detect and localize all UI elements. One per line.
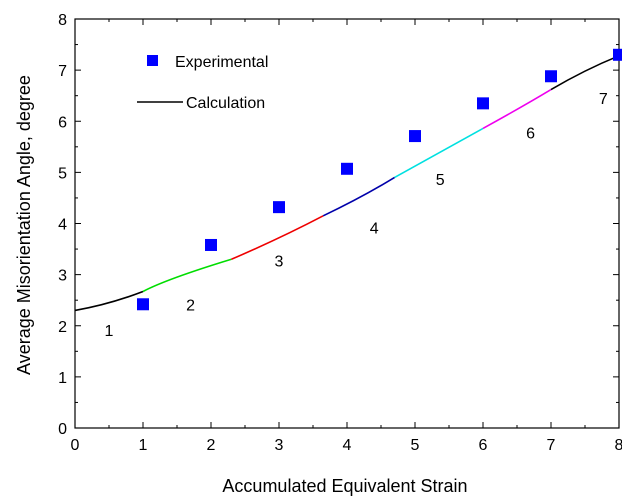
calculation-segment-4 xyxy=(322,176,396,217)
calculation-segment-6 xyxy=(482,88,552,130)
experimental-point xyxy=(613,48,622,61)
x-axis-title: Accumulated Equivalent Strain xyxy=(222,476,467,496)
segment-annotations: 1 2 3 4 5 6 7 xyxy=(105,91,608,340)
y-tick-label: 4 xyxy=(58,217,67,234)
legend-label-experimental: Experimental xyxy=(175,54,268,71)
y-tick-label: 3 xyxy=(58,268,67,285)
experimental-point xyxy=(137,298,149,311)
plot-frame xyxy=(74,18,620,429)
y-axis-title: Average Misorientation Angle, degree xyxy=(14,75,34,375)
y-tick-label: 5 xyxy=(58,165,67,182)
segment-label: 1 xyxy=(105,323,114,340)
y-tick-label: 1 xyxy=(58,370,67,387)
x-tick-label: 6 xyxy=(479,437,488,454)
y-tick-label: 8 xyxy=(58,12,67,29)
experimental-point xyxy=(273,201,285,214)
experimental-point xyxy=(205,238,217,251)
legend-marker-experimental xyxy=(147,55,158,66)
calculation-segment-2 xyxy=(142,258,232,293)
x-tick-label: 8 xyxy=(615,437,622,454)
x-tick-label: 1 xyxy=(139,437,148,454)
legend: Experimental Calculation xyxy=(137,54,268,112)
legend-label-calculation: Calculation xyxy=(186,95,265,112)
x-tick-label: 2 xyxy=(207,437,216,454)
experimental-point xyxy=(477,97,489,110)
experimental-points xyxy=(137,48,622,311)
segment-label: 4 xyxy=(370,221,379,238)
calculation-segment-5 xyxy=(394,127,484,179)
experimental-point xyxy=(409,130,421,143)
x-tick-label: 5 xyxy=(411,437,420,454)
calculation-segment-3 xyxy=(231,215,324,261)
segment-label: 6 xyxy=(526,125,535,142)
x-tick-label: 0 xyxy=(71,437,80,454)
y-tick-label: 2 xyxy=(58,319,67,336)
experimental-point xyxy=(545,70,557,83)
segment-label: 7 xyxy=(599,91,608,108)
calculation-segment-1 xyxy=(74,290,144,312)
segment-label: 3 xyxy=(275,253,284,270)
experimental-point xyxy=(341,162,353,175)
y-tick-label: 6 xyxy=(58,114,67,131)
segment-label: 5 xyxy=(436,172,445,189)
y-tick-label: 7 xyxy=(58,63,67,80)
calculation-segment-7 xyxy=(550,55,620,91)
segment-label: 2 xyxy=(186,297,195,314)
x-tick-label: 4 xyxy=(343,437,352,454)
y-tick-label: 0 xyxy=(58,421,67,438)
axes: 0 1 2 3 4 5 6 7 8 0 1 2 3 4 5 6 7 8 xyxy=(58,12,622,454)
x-tick-label: 3 xyxy=(275,437,284,454)
x-tick-label: 7 xyxy=(547,437,556,454)
calculation-curve xyxy=(74,55,620,312)
